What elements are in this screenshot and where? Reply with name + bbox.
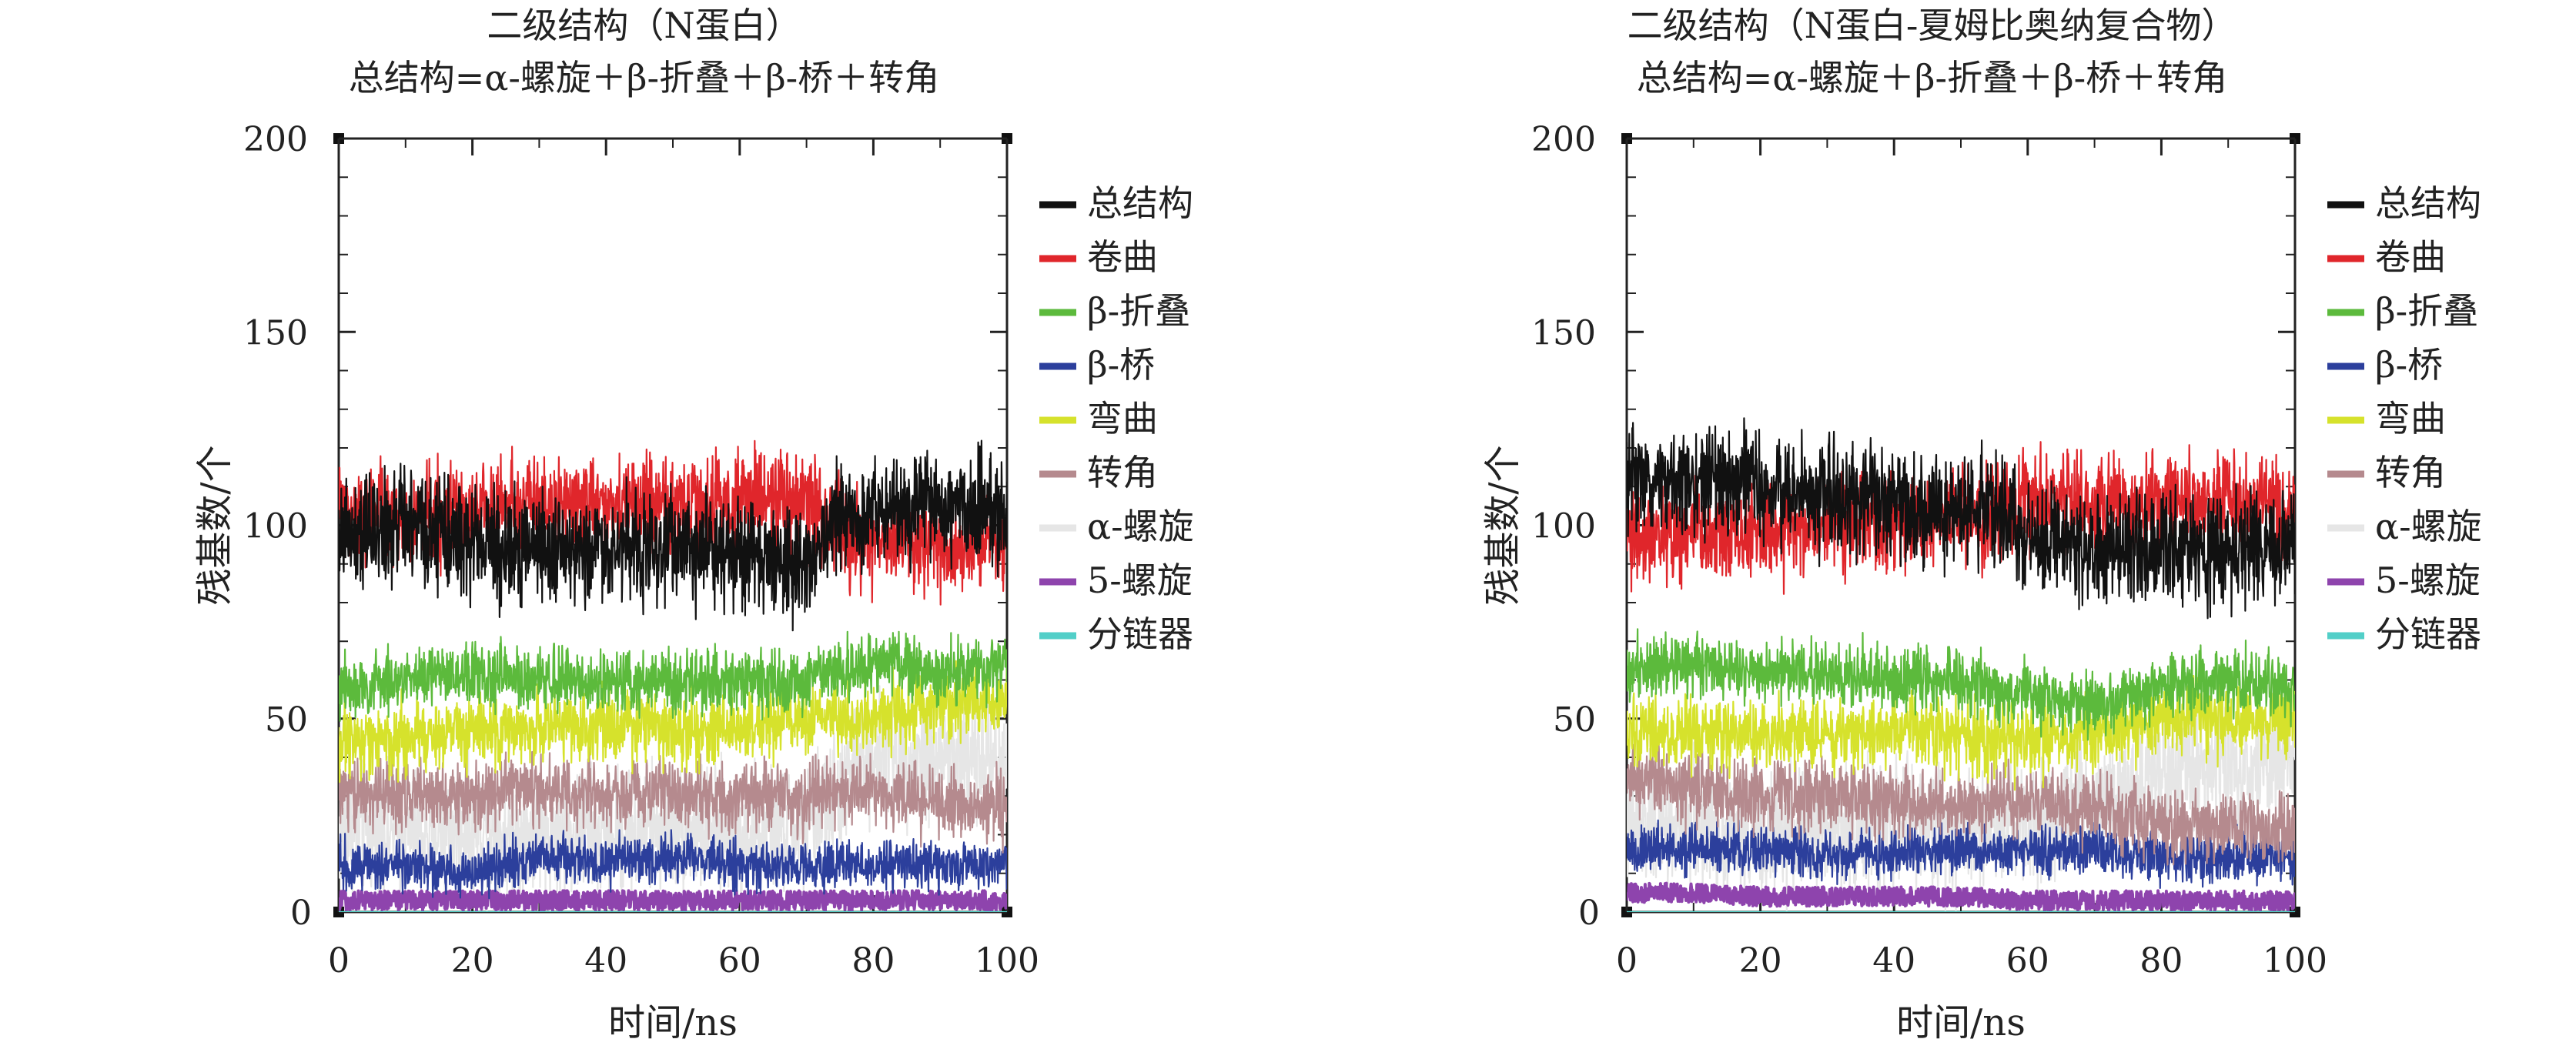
- legend-label: 总结构: [1087, 182, 1193, 224]
- y-tick-label: 0: [290, 894, 312, 933]
- series-line: [339, 889, 1007, 912]
- x-axis-title: 时间/ns: [1896, 1001, 2026, 1044]
- y-axis-title: 残基数/个: [193, 445, 236, 605]
- legend-label: 分链器: [2375, 613, 2481, 655]
- legend-label: β-桥: [1087, 344, 1155, 386]
- x-tick-label: 20: [1739, 941, 1782, 981]
- chart-panel-right: 二级结构（N蛋白-夏姆比奥纳复合物） 总结构=α-螺旋＋β-折叠＋β-桥＋转角 …: [1288, 0, 2576, 1049]
- chart-panel-left: 二级结构（N蛋白） 总结构=α-螺旋＋β-折叠＋β-桥＋转角 0 20 40 60 80…: [193, 5, 1194, 1044]
- series-layer: [339, 439, 1007, 912]
- y-tick-label: 100: [243, 507, 308, 546]
- series-line: [339, 659, 1007, 783]
- series-layer: [1627, 417, 2295, 912]
- legend-label: β-折叠: [2375, 290, 2478, 332]
- x-tick-label: 60: [2006, 941, 2049, 981]
- legend-label: 转角: [2375, 452, 2446, 493]
- x-tick-label: 100: [2263, 941, 2327, 981]
- chart-subtitle: 总结构=α-螺旋＋β-折叠＋β-桥＋转角: [1636, 57, 2228, 99]
- y-tick-label: 0: [1578, 894, 1600, 933]
- legend-label: 卷曲: [2375, 236, 2446, 278]
- chart-subtitle: 总结构=α-螺旋＋β-折叠＋β-桥＋转角: [348, 57, 940, 99]
- series-line: [339, 669, 1007, 912]
- series-line: [339, 439, 1007, 632]
- y-tick-label: 200: [243, 120, 308, 159]
- x-tick-label: 0: [1616, 941, 1638, 981]
- legend-label: 弯曲: [2375, 398, 2446, 439]
- legend-label: 5-螺旋: [2375, 560, 2481, 601]
- legend-label: 分链器: [1087, 613, 1193, 655]
- x-axis-title: 时间/ns: [608, 1001, 738, 1044]
- series-line: [1627, 417, 2295, 620]
- legend-label: 弯曲: [1087, 398, 1158, 439]
- legend-label: 5-螺旋: [1087, 560, 1193, 601]
- series-line: [1627, 628, 2295, 741]
- y-tick-label: 50: [1553, 700, 1596, 740]
- chart-title: 二级结构（N蛋白）: [487, 5, 801, 46]
- chart-title: 二级结构（N蛋白-夏姆比奥纳复合物）: [1627, 5, 2237, 46]
- series-line: [1627, 881, 2295, 912]
- series-line: [339, 630, 1007, 722]
- x-tick-label: 20: [451, 941, 494, 981]
- x-tick-label: 80: [2139, 941, 2183, 981]
- x-tick-label: 40: [584, 941, 627, 981]
- y-tick-label: 50: [265, 700, 308, 740]
- legend-label: 转角: [1087, 452, 1158, 493]
- series-line: [339, 829, 1007, 900]
- y-tick-label: 100: [1531, 507, 1596, 546]
- legend-label: 总结构: [2375, 182, 2481, 224]
- legend-label: α-螺旋: [2375, 506, 2482, 547]
- y-tick-label: 150: [1531, 313, 1596, 352]
- x-tick-label: 40: [1872, 941, 1915, 981]
- series-line: [339, 746, 1007, 854]
- x-tick-label: 60: [718, 941, 761, 981]
- y-tick-label: 150: [243, 313, 308, 352]
- y-axis-title: 残基数/个: [1481, 445, 1524, 605]
- y-tick-label: 200: [1531, 120, 1596, 159]
- x-tick-label: 0: [328, 941, 350, 981]
- x-tick-label: 80: [851, 941, 895, 981]
- legend-label: β-桥: [2375, 344, 2443, 386]
- legend-label: β-折叠: [1087, 290, 1190, 332]
- x-tick-label: 100: [975, 941, 1039, 981]
- legend-label: 卷曲: [1087, 236, 1158, 278]
- legend-label: α-螺旋: [1087, 506, 1194, 547]
- series-line: [1627, 738, 2295, 866]
